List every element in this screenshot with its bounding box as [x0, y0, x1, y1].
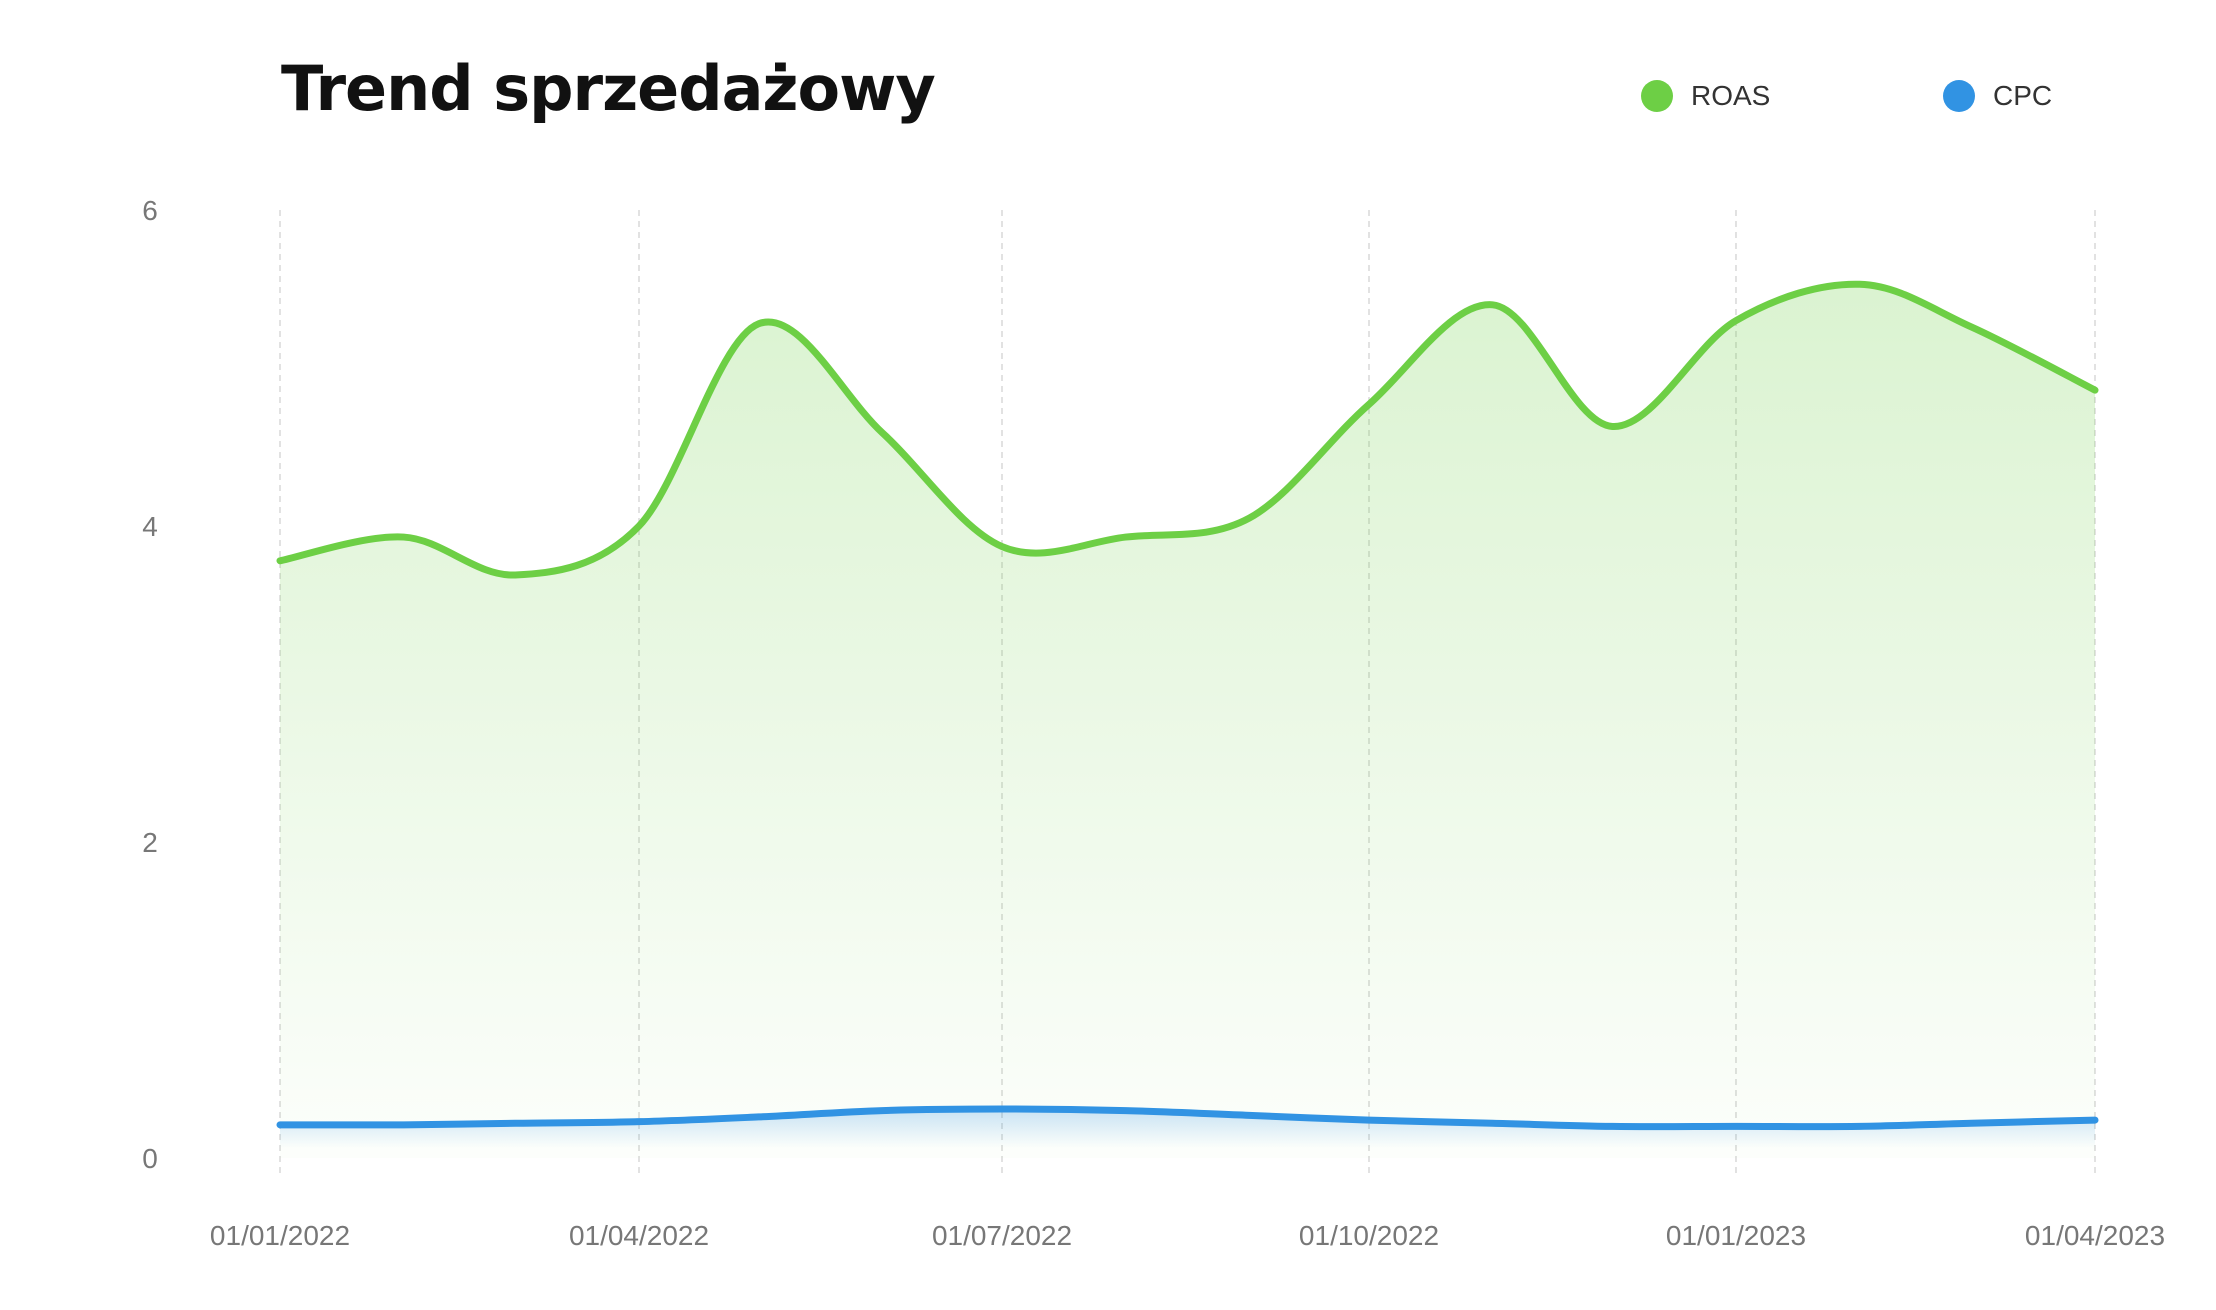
x-tick-label: 01/10/2022: [1299, 1220, 1439, 1251]
cpc-legend-dot-icon: [1943, 80, 1975, 112]
legend-label-cpc: CPC: [1993, 80, 2053, 111]
roas-legend-dot-icon: [1641, 80, 1673, 112]
roas-line: [276, 280, 2099, 579]
legend-item-cpc[interactable]: CPC: [1943, 80, 2052, 112]
x-tick-label: 01/01/2022: [210, 1220, 350, 1251]
y-tick-label: 4: [142, 511, 158, 542]
legend-label-roas: ROAS: [1691, 80, 1771, 111]
y-tick-label: 0: [142, 1143, 158, 1174]
x-tick-label: 01/07/2022: [932, 1220, 1072, 1251]
cpc-line: [276, 1105, 2099, 1131]
chart-title: Trend sprzedażowy: [281, 52, 936, 125]
x-tick-label: 01/04/2022: [569, 1220, 709, 1251]
x-tick-label: 01/04/2023: [2025, 1220, 2165, 1251]
roas-area: [280, 284, 2095, 1158]
legend-item-roas[interactable]: ROAS: [1641, 80, 1770, 112]
y-tick-label: 2: [142, 827, 158, 858]
y-tick-label: 6: [142, 195, 158, 226]
x-tick-label: 01/01/2023: [1666, 1220, 1806, 1251]
